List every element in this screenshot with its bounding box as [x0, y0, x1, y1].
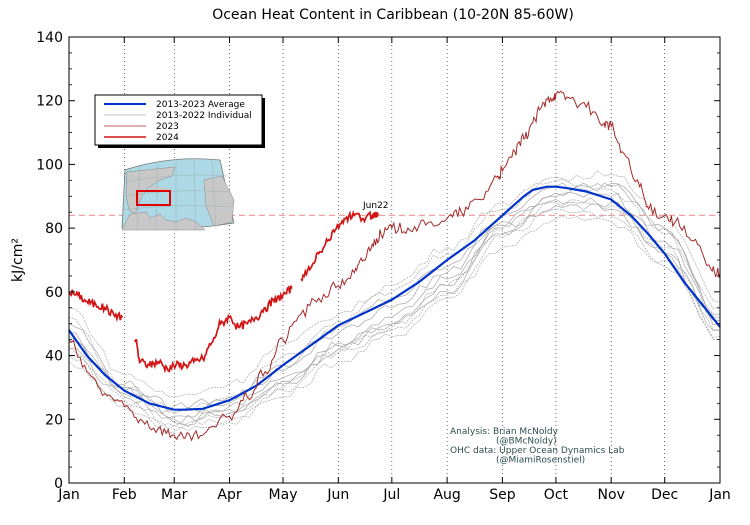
series-line-2024-segment [68, 289, 124, 323]
credits: Analysis: Brian McNoldy(@BMcNoldy)OHC da… [450, 427, 625, 466]
x-tick-label: Dec [651, 487, 678, 503]
map-graticule [121, 159, 234, 232]
map-land-cuba [150, 186, 170, 191]
x-tick-label: Mar [161, 487, 188, 503]
credit-line: (@MiamiRosenstiel) [496, 456, 585, 466]
region-map-inset [121, 158, 235, 232]
series-line-2013-2023-average [68, 185, 721, 411]
credit-line: (@BMcNoldy) [496, 437, 557, 447]
series-line-2022 [68, 199, 721, 430]
series-line-2018 [68, 208, 720, 434]
y-axis-label: kJ/cm² [10, 238, 26, 282]
annotations: Jun22 [362, 201, 389, 218]
x-tick-label: Jun [326, 487, 349, 503]
x-tick-label: May [269, 487, 298, 503]
x-tick-label: Feb [112, 487, 137, 503]
map-land-atlantic-east [203, 175, 235, 227]
latest-point-marker [372, 211, 379, 218]
y-tick-label: 80 [45, 221, 63, 237]
legend-label: 2013-2023 Average [156, 100, 245, 110]
series-line-2015 [68, 183, 721, 411]
x-tick-label: Jan [57, 487, 80, 503]
chart-title: Ocean Heat Content in Caribbean (10-20N … [212, 7, 574, 23]
series-line-2014 [68, 215, 721, 429]
series-line-2024-segment [300, 209, 377, 282]
y-tick-label: 0 [54, 476, 63, 492]
legend-label: 2023 [156, 122, 179, 132]
series-line-2016 [68, 179, 721, 398]
x-tick-label: Aug [433, 487, 460, 503]
series-line-2019 [68, 182, 721, 414]
series-line-2017 [68, 197, 721, 426]
axes-ticks: 0 20 40 60 80 100 120 140 Jan Feb Mar Apr May Jun Jul A… [10, 30, 731, 503]
latest-point-label: Jun22 [362, 201, 389, 211]
series-line-2023 [68, 90, 721, 442]
y-tick-label: 140 [36, 30, 63, 46]
credit-line: OHC data: Upper Ocean Dynamics Lab [450, 446, 625, 456]
credit-line: Analysis: Brian McNoldy [450, 427, 559, 437]
x-tick-label: Jul [382, 487, 400, 503]
y-tick-label: 20 [45, 412, 63, 428]
series-line-2021 [68, 191, 721, 424]
x-tick-label: Sep [489, 487, 516, 503]
region-highlight-box [136, 190, 171, 206]
series-line-2013 [68, 203, 721, 419]
series-line-2024-segment [134, 285, 293, 374]
x-tick-label: Nov [598, 487, 625, 503]
y-tick-label: 40 [45, 349, 63, 365]
x-tick-label: Oct [544, 487, 569, 503]
y-tick-label: 100 [36, 157, 63, 173]
legend-label: 2024 [156, 133, 179, 143]
series-group [68, 90, 721, 442]
y-tick-label: 120 [36, 94, 63, 110]
individual-years-group [68, 170, 721, 434]
legend-label: 2013-2022 Individual [156, 111, 252, 121]
x-tick-label: Apr [217, 487, 241, 503]
x-tick-label: Jan [708, 487, 731, 503]
y-tick-label: 60 [45, 285, 63, 301]
